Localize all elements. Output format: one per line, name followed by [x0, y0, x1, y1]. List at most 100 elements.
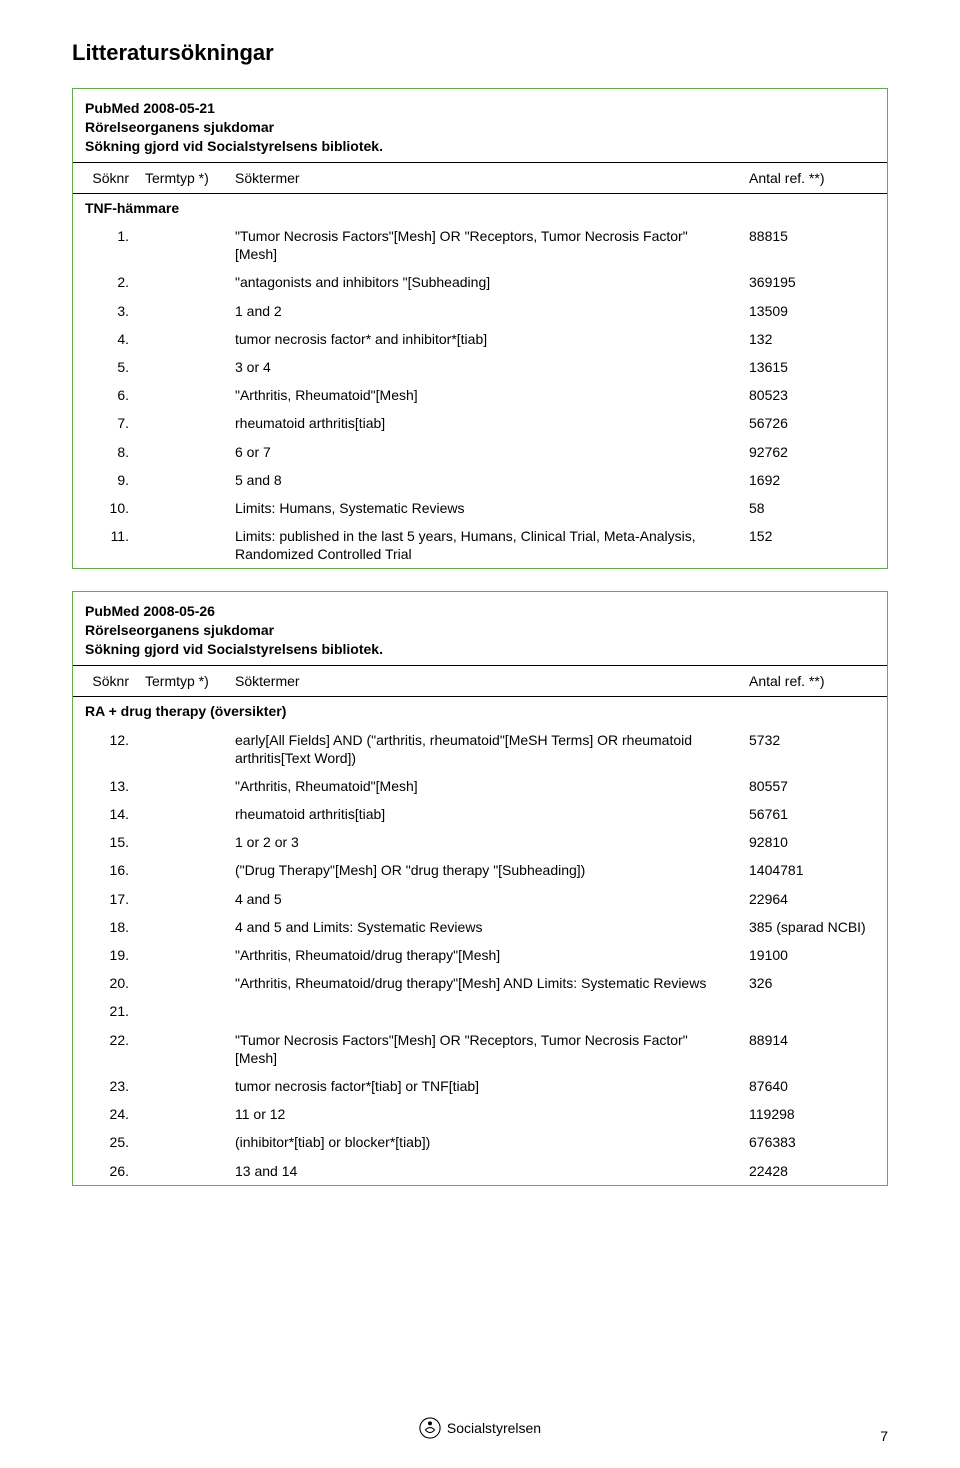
search-table-1: Söknr Termtyp *) Söktermer Antal ref. **… [73, 162, 887, 569]
cell-soktermer: early[All Fields] AND ("arthritis, rheum… [223, 726, 737, 772]
cell-termtyp [133, 522, 223, 568]
cell-termtyp [133, 1072, 223, 1100]
table-row: 23.tumor necrosis factor*[tiab] or TNF[t… [73, 1072, 887, 1100]
cell-soknr: 17. [73, 885, 133, 913]
cell-antalref: 56726 [737, 409, 887, 437]
cell-termtyp [133, 800, 223, 828]
cell-termtyp [133, 1100, 223, 1128]
cell-soktermer: 11 or 12 [223, 1100, 737, 1128]
cell-soknr: 23. [73, 1072, 133, 1100]
table-row: 6."Arthritis, Rheumatoid"[Mesh]80523 [73, 381, 887, 409]
cell-antalref: 5732 [737, 726, 887, 772]
cell-soktermer: "Arthritis, Rheumatoid"[Mesh] [223, 381, 737, 409]
cell-soknr: 22. [73, 1026, 133, 1072]
cell-soktermer: rheumatoid arthritis[tiab] [223, 800, 737, 828]
col-soktermer: Söktermer [223, 162, 737, 193]
cell-soktermer: rheumatoid arthritis[tiab] [223, 409, 737, 437]
cell-termtyp [133, 885, 223, 913]
header-line: Sökning gjord vid Socialstyrelsens bibli… [85, 640, 875, 659]
search-header-2: PubMed 2008-05-26 Rörelseorganens sjukdo… [73, 592, 887, 665]
table-row: 11.Limits: published in the last 5 years… [73, 522, 887, 568]
table-row: 4. tumor necrosis factor* and inhibitor*[… [73, 325, 887, 353]
cell-termtyp [133, 772, 223, 800]
table-row: 16.("Drug Therapy"[Mesh] OR "drug therap… [73, 856, 887, 884]
cell-antalref: 369195 [737, 268, 887, 296]
cell-soknr: 13. [73, 772, 133, 800]
table-row: 26.13 and 1422428 [73, 1157, 887, 1185]
table-row: 12.early[All Fields] AND ("arthritis, rh… [73, 726, 887, 772]
cell-antalref: 80523 [737, 381, 887, 409]
cell-antalref: 92762 [737, 438, 887, 466]
page-title: Litteratursökningar [72, 40, 888, 66]
table-row: 19."Arthritis, Rheumatoid/drug therapy"[… [73, 941, 887, 969]
cell-antalref: 87640 [737, 1072, 887, 1100]
cell-soknr: 25. [73, 1128, 133, 1156]
table-row: 5.3 or 413615 [73, 353, 887, 381]
cell-soknr: 3. [73, 297, 133, 325]
cell-antalref: 19100 [737, 941, 887, 969]
cell-soktermer: tumor necrosis factor* and inhibitor*[ti… [223, 325, 737, 353]
cell-antalref: 56761 [737, 800, 887, 828]
cell-termtyp [133, 941, 223, 969]
col-termtyp: Termtyp *) [133, 666, 223, 697]
cell-antalref: 326 [737, 969, 887, 997]
cell-antalref: 88815 [737, 222, 887, 268]
table-row: 9. 5 and 81692 [73, 466, 887, 494]
cell-soknr: 10. [73, 494, 133, 522]
cell-termtyp [133, 466, 223, 494]
cell-soknr: 9. [73, 466, 133, 494]
search-box-2: PubMed 2008-05-26 Rörelseorganens sjukdo… [72, 591, 888, 1185]
col-termtyp: Termtyp *) [133, 162, 223, 193]
cell-soknr: 20. [73, 969, 133, 997]
cell-soknr: 4. [73, 325, 133, 353]
logo-icon [419, 1417, 441, 1439]
cell-soknr: 8. [73, 438, 133, 466]
cell-termtyp [133, 268, 223, 296]
cell-soktermer: 13 and 14 [223, 1157, 737, 1185]
table-row: 24.11 or 12119298 [73, 1100, 887, 1128]
cell-antalref: 80557 [737, 772, 887, 800]
cell-soknr: 14. [73, 800, 133, 828]
cell-soknr: 7. [73, 409, 133, 437]
subheading: RA + drug therapy (översikter) [73, 697, 887, 726]
cell-soktermer: 5 and 8 [223, 466, 737, 494]
cell-soktermer: 3 or 4 [223, 353, 737, 381]
table-row: 18.4 and 5 and Limits: Systematic Review… [73, 913, 887, 941]
cell-soktermer: 1 or 2 or 3 [223, 828, 737, 856]
cell-termtyp [133, 997, 223, 1025]
cell-soktermer: "antagonists and inhibitors "[Subheading… [223, 268, 737, 296]
search-header-1: PubMed 2008-05-21 Rörelseorganens sjukdo… [73, 89, 887, 162]
cell-termtyp [133, 381, 223, 409]
table-header-row: Söknr Termtyp *) Söktermer Antal ref. **… [73, 162, 887, 193]
table-row: 22."Tumor Necrosis Factors"[Mesh] OR "Re… [73, 1026, 887, 1072]
cell-termtyp [133, 297, 223, 325]
cell-antalref: 1404781 [737, 856, 887, 884]
cell-antalref: 13509 [737, 297, 887, 325]
cell-termtyp [133, 1157, 223, 1185]
table-row: 25. (inhibitor*[tiab] or blocker*[tiab])6… [73, 1128, 887, 1156]
cell-termtyp [133, 856, 223, 884]
table-row: 2."antagonists and inhibitors "[Subheadi… [73, 268, 887, 296]
header-line: PubMed 2008-05-21 [85, 99, 875, 118]
table-row: 8.6 or 792762 [73, 438, 887, 466]
cell-soknr: 5. [73, 353, 133, 381]
table-row: 21. [73, 997, 887, 1025]
cell-antalref: 88914 [737, 1026, 887, 1072]
cell-antalref: 1692 [737, 466, 887, 494]
cell-antalref: 58 [737, 494, 887, 522]
cell-termtyp [133, 325, 223, 353]
col-soktermer: Söktermer [223, 666, 737, 697]
cell-antalref: 152 [737, 522, 887, 568]
cell-termtyp [133, 353, 223, 381]
cell-soknr: 11. [73, 522, 133, 568]
cell-termtyp [133, 494, 223, 522]
footer: Socialstyrelsen [0, 1417, 960, 1444]
cell-antalref: 676383 [737, 1128, 887, 1156]
cell-soktermer: (inhibitor*[tiab] or blocker*[tiab]) [223, 1128, 737, 1156]
table-row: 10.Limits: Humans, Systematic Reviews58 [73, 494, 887, 522]
table-row: 3.1 and 213509 [73, 297, 887, 325]
col-soknr: Söknr [73, 162, 133, 193]
cell-termtyp [133, 726, 223, 772]
table-row: 1."Tumor Necrosis Factors"[Mesh] OR "Rec… [73, 222, 887, 268]
page-number: 7 [880, 1428, 888, 1444]
